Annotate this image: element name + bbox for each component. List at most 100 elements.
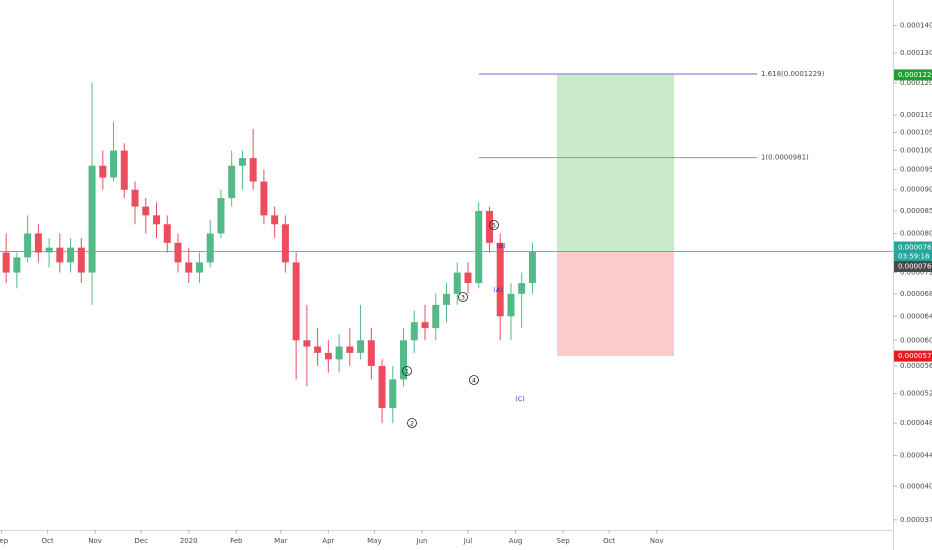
- wave-circle: [489, 220, 499, 230]
- candle-body: [142, 206, 150, 216]
- candle-body: [271, 215, 279, 225]
- wave-circle: [402, 366, 412, 376]
- x-tick-label: Feb: [230, 537, 243, 545]
- candle-body: [217, 198, 225, 234]
- candle-body: [528, 251, 536, 284]
- candle-body: [314, 346, 322, 353]
- target-zone: [557, 74, 674, 252]
- y-tick-label: 0.0000405: [900, 482, 932, 490]
- wave-circle: [469, 375, 479, 385]
- price-tag-label: 0.0000575: [898, 352, 932, 360]
- fib-label: 1(0.0000981): [761, 154, 809, 162]
- candle-body: [335, 346, 343, 360]
- candle-body: [496, 242, 504, 317]
- candle-body: [400, 340, 408, 380]
- candle-body: [507, 293, 515, 317]
- candle-body: [228, 165, 236, 199]
- candle-body: [453, 272, 461, 294]
- x-tick-label: Nov: [88, 537, 102, 545]
- x-tick-label: Oct: [42, 537, 54, 545]
- x-tick-label: Sep: [0, 537, 9, 545]
- candle-body: [56, 247, 64, 263]
- candle-body: [518, 283, 526, 294]
- correction-label: (A): [493, 286, 503, 294]
- candle-body: [163, 224, 171, 243]
- x-tick-label: 2020: [180, 537, 198, 545]
- candle-body: [34, 233, 42, 253]
- wave-label: 3: [461, 294, 465, 302]
- candle-body: [153, 215, 161, 225]
- candle-body: [389, 379, 397, 409]
- candle-body: [281, 224, 289, 263]
- candle-body: [238, 158, 246, 166]
- candle-body: [421, 322, 429, 329]
- wave-label: 4: [472, 377, 476, 385]
- candle-body: [346, 346, 354, 353]
- x-tick-label: Sep: [557, 537, 571, 545]
- candle-body: [432, 304, 440, 329]
- y-tick-label: 0.0000370: [900, 516, 932, 524]
- candle-body: [185, 262, 193, 273]
- candle-body: [174, 242, 182, 263]
- candle-body: [77, 247, 85, 273]
- wave-label: 2: [410, 420, 414, 428]
- candle-body: [367, 340, 375, 366]
- x-tick-label: Aug: [509, 537, 523, 545]
- candle-body: [131, 189, 139, 207]
- price-tag: [894, 350, 932, 362]
- x-tick-label: Apr: [322, 537, 334, 545]
- x-tick-label: Dec: [134, 537, 148, 545]
- wave-circle: [407, 418, 417, 428]
- wave-label: 5: [492, 222, 496, 230]
- candle-body: [88, 165, 96, 273]
- candle-body: [206, 233, 214, 263]
- candle-body: [485, 210, 493, 243]
- correction-label: (B): [496, 242, 506, 250]
- candle-body: [45, 247, 53, 253]
- candle-body: [303, 340, 311, 347]
- x-tick-label: Nov: [650, 537, 664, 545]
- candle-body: [378, 365, 386, 409]
- stop-zone: [557, 251, 674, 357]
- candle-body: [249, 158, 257, 182]
- correction-label: (C): [515, 395, 525, 403]
- x-tick-label: May: [367, 537, 381, 545]
- price-tag-label: 0.0001226: [898, 71, 932, 79]
- candle-body: [67, 247, 75, 263]
- price-tag-label: 0.0000762: [898, 244, 932, 252]
- candle-body: [24, 233, 32, 258]
- candle-body: [195, 262, 203, 273]
- candle-body: [443, 293, 450, 305]
- price-tag: [894, 69, 932, 81]
- price-tag: [894, 261, 932, 273]
- x-tick-label: Mar: [274, 537, 287, 545]
- candle-body: [110, 150, 118, 178]
- x-tick-label: Jun: [415, 537, 427, 545]
- wave-label: 1: [405, 368, 409, 376]
- candle-body: [13, 257, 21, 273]
- candle-body: [99, 165, 107, 178]
- x-tick-label: Jul: [463, 537, 473, 545]
- candle-body: [324, 352, 332, 360]
